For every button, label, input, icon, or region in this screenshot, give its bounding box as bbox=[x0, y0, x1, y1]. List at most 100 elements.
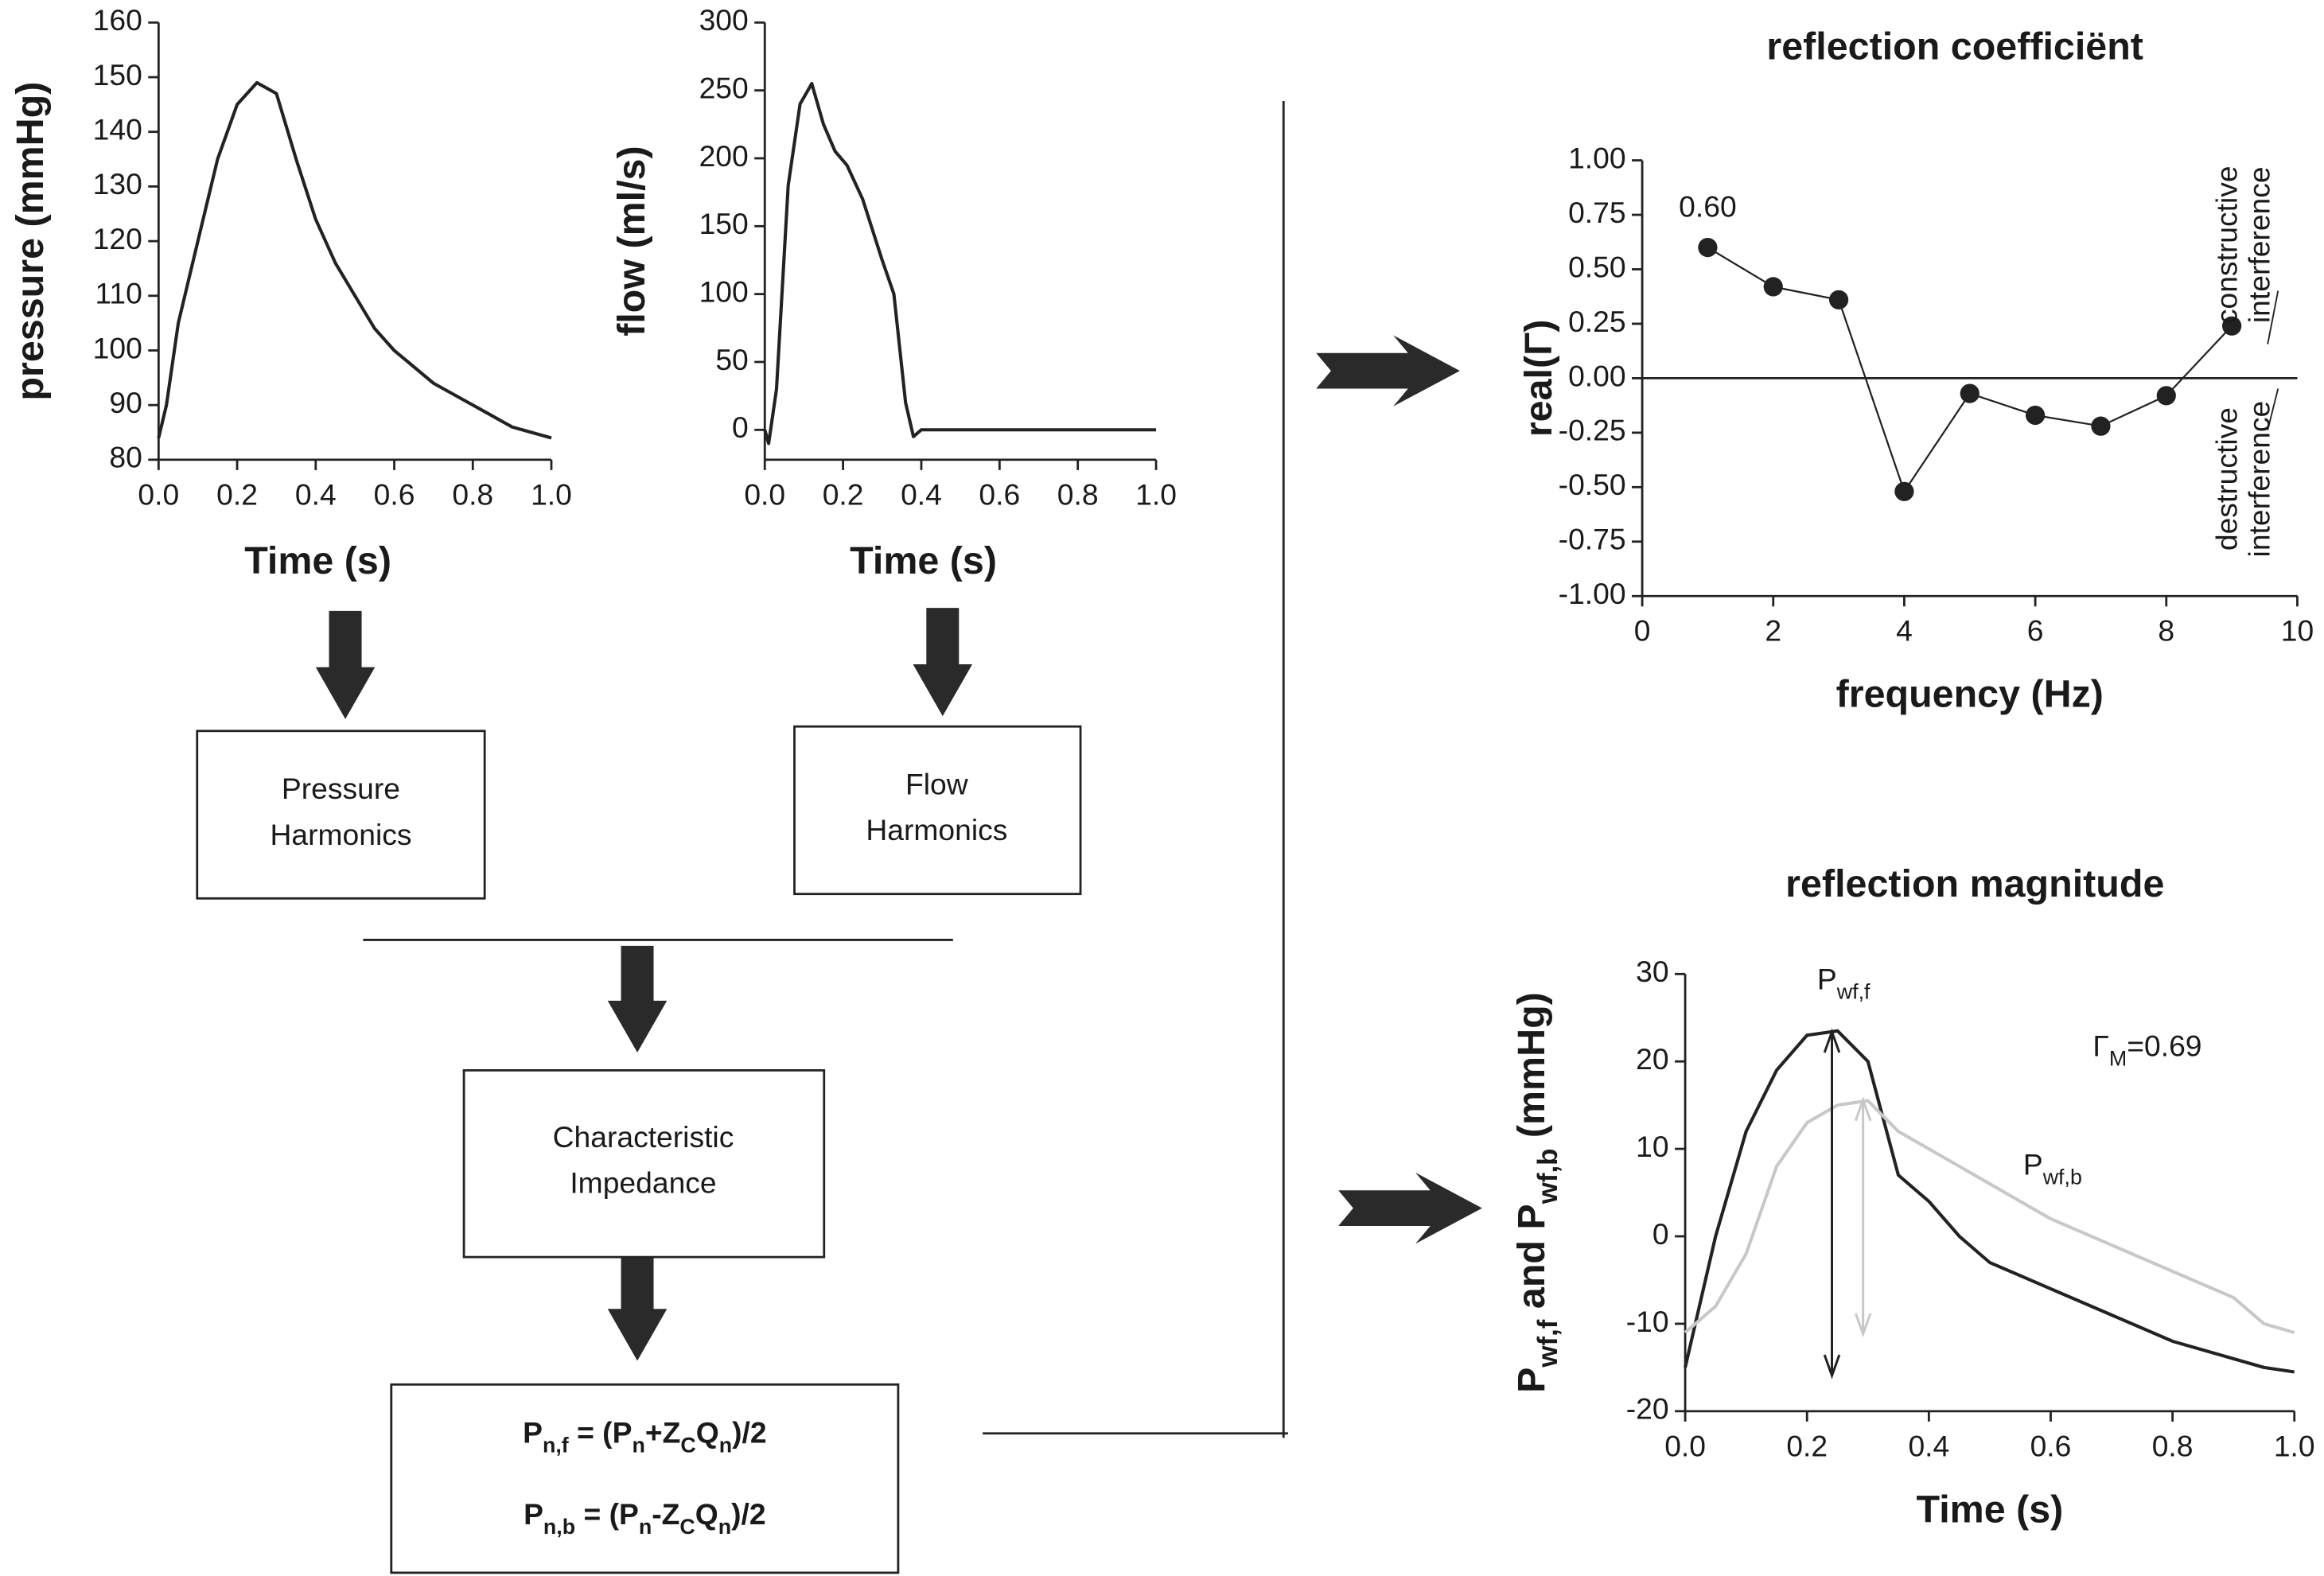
x-tick-label: 10 bbox=[2281, 614, 2314, 648]
data-point bbox=[1698, 237, 1718, 258]
x-axis-label: Time (s) bbox=[850, 539, 997, 582]
y-tick-label: 130 bbox=[93, 167, 142, 200]
y-tick-label: -0.75 bbox=[1559, 523, 1626, 556]
text-part: wf,b bbox=[1532, 1149, 1563, 1205]
series-label: Pwf,f bbox=[1817, 962, 1870, 1003]
y-tick-label: 90 bbox=[109, 386, 142, 419]
x-tick-label: 2 bbox=[1765, 614, 1781, 648]
y-tick-label: 0.00 bbox=[1568, 359, 1626, 392]
y-tick-label: 100 bbox=[93, 331, 142, 364]
data-point bbox=[2026, 405, 2046, 426]
x-tick-label: 0.4 bbox=[1908, 1429, 1949, 1462]
y-tick-label: 0 bbox=[1652, 1217, 1669, 1251]
text-part: =0.69 bbox=[2127, 1029, 2201, 1062]
annotation: ΓM=0.69 bbox=[2092, 1029, 2201, 1070]
text-part: Q bbox=[696, 1415, 719, 1449]
x-tick-label: 0.4 bbox=[901, 477, 942, 511]
box-label: Pressure bbox=[282, 772, 400, 805]
data-line bbox=[157, 80, 552, 440]
text-part: n bbox=[719, 1434, 732, 1457]
box bbox=[462, 1068, 826, 1259]
text-part: and P bbox=[1510, 1204, 1553, 1319]
y-tick-label: 300 bbox=[699, 3, 749, 37]
box-label: Impedance bbox=[570, 1166, 716, 1200]
y-tick-label: 250 bbox=[699, 71, 749, 104]
x-tick-label: 0.2 bbox=[216, 477, 258, 511]
box bbox=[390, 1383, 900, 1574]
box-label: Characteristic bbox=[553, 1120, 734, 1154]
annotation: destructive bbox=[2210, 407, 2244, 551]
right-arrow bbox=[1338, 1172, 1482, 1244]
data-line bbox=[763, 82, 1157, 446]
formula: Pn,f = (Pn+ZCQn)/2 bbox=[523, 1415, 766, 1457]
x-tick-label: 1.0 bbox=[531, 477, 572, 511]
x-tick-label: 0.0 bbox=[1664, 1429, 1706, 1462]
y-tick-label: -10 bbox=[1626, 1305, 1669, 1338]
y-axis-label: Pwf,f and Pwf,b (mmHg) bbox=[1510, 992, 1563, 1393]
x-tick-label: 0.2 bbox=[1786, 1429, 1828, 1462]
text-part: n,f bbox=[543, 1434, 569, 1457]
box-label: Harmonics bbox=[270, 818, 411, 851]
box-label: Flow bbox=[905, 767, 968, 800]
y-tick-label: 150 bbox=[93, 58, 142, 91]
x-tick-label: 0.0 bbox=[744, 477, 785, 511]
data-line bbox=[1684, 1029, 2295, 1374]
text-part: n,b bbox=[543, 1515, 575, 1539]
text-part: P bbox=[1510, 1368, 1553, 1393]
y-tick-label: 30 bbox=[1636, 955, 1668, 988]
y-tick-label: 150 bbox=[699, 207, 749, 240]
text-part: (mmHg) bbox=[1510, 992, 1553, 1148]
x-axis-label: Time (s) bbox=[244, 539, 391, 582]
text-part: C bbox=[680, 1434, 695, 1457]
decoration bbox=[1854, 1096, 1872, 1122]
decoration bbox=[2267, 290, 2279, 344]
x-tick-label: 4 bbox=[1896, 614, 1913, 648]
y-tick-label: 140 bbox=[93, 113, 142, 146]
y-tick-label: 80 bbox=[109, 441, 142, 474]
x-tick-label: 0 bbox=[1634, 614, 1651, 648]
data-point bbox=[1763, 277, 1783, 297]
text-part: wf,b bbox=[2042, 1165, 2082, 1189]
chart-title: reflection coefficiënt bbox=[1766, 25, 2143, 68]
text-part: +Z bbox=[645, 1415, 681, 1449]
y-tick-label: 1.00 bbox=[1568, 141, 1626, 174]
right-arrow bbox=[1316, 335, 1460, 407]
x-tick-label: 0.8 bbox=[2152, 1429, 2194, 1462]
x-axis-label: frequency (Hz) bbox=[1836, 673, 2104, 716]
text-part: wf,f bbox=[1836, 980, 1870, 1004]
text-part: P bbox=[524, 1497, 543, 1531]
y-axis-label: real(Γ) bbox=[1517, 320, 1560, 438]
x-tick-label: 0.4 bbox=[295, 477, 337, 511]
annotation: constructive bbox=[2210, 165, 2244, 324]
down-arrow bbox=[913, 608, 973, 717]
text-part: n bbox=[632, 1434, 644, 1457]
text-part: P bbox=[523, 1415, 543, 1449]
y-tick-label: -1.00 bbox=[1559, 577, 1626, 610]
down-arrow bbox=[315, 610, 376, 719]
y-tick-label: 100 bbox=[699, 275, 749, 309]
data-point bbox=[2222, 316, 2242, 336]
y-tick-label: 0.50 bbox=[1568, 250, 1626, 283]
x-tick-label: 0.6 bbox=[979, 477, 1020, 511]
series-label: Pwf,b bbox=[2023, 1147, 2082, 1189]
annotation: interference bbox=[2243, 166, 2276, 323]
text-part: C bbox=[679, 1515, 695, 1539]
data-point bbox=[1960, 383, 1979, 403]
y-tick-label: 200 bbox=[699, 139, 749, 173]
text-part: n bbox=[718, 1515, 731, 1539]
y-tick-label: 0 bbox=[732, 411, 749, 444]
x-tick-label: 6 bbox=[2027, 614, 2044, 648]
text-part: wf,f bbox=[1532, 1319, 1563, 1368]
text-part: )/2 bbox=[732, 1415, 766, 1449]
data-point bbox=[2156, 386, 2176, 406]
y-tick-label: 20 bbox=[1636, 1042, 1668, 1076]
x-tick-label: 8 bbox=[2158, 614, 2174, 648]
data-label: 0.60 bbox=[1679, 190, 1737, 224]
x-tick-label: 0.2 bbox=[823, 477, 864, 511]
box bbox=[793, 725, 1082, 896]
box-label: Harmonics bbox=[866, 813, 1007, 846]
text-part: M bbox=[2109, 1047, 2127, 1071]
x-tick-label: 1.0 bbox=[2274, 1429, 2315, 1462]
